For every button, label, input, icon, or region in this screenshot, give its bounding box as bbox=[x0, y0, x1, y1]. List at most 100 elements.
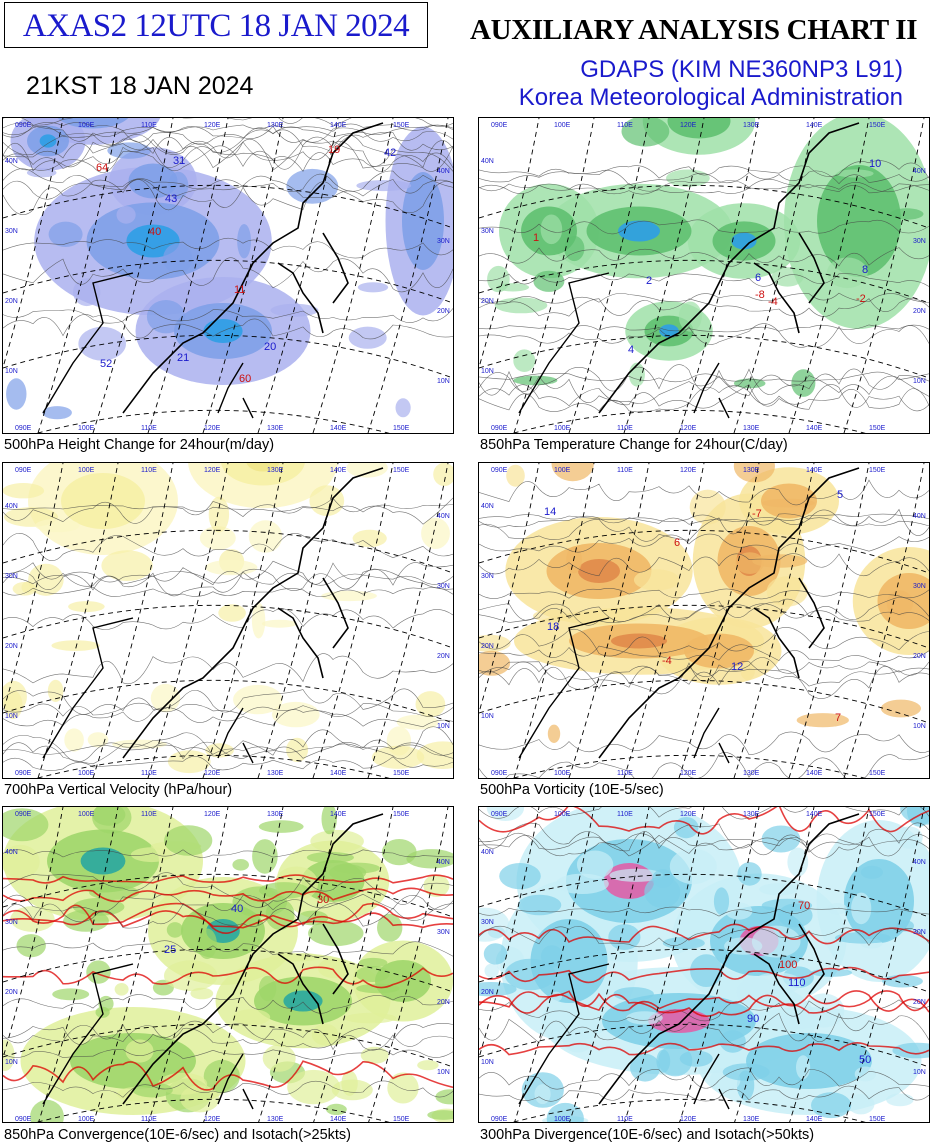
lat-tick-label: 40N bbox=[481, 503, 494, 510]
lat-tick-label: 40N bbox=[481, 849, 494, 856]
lat-tick-label: 30N bbox=[913, 238, 926, 245]
contour-value-label: 40 bbox=[149, 226, 161, 238]
lon-tick-label: 100E bbox=[78, 1116, 95, 1123]
lon-tick-label: 140E bbox=[806, 1116, 823, 1123]
caption-850hpa-temperature-change: 850hPa Temperature Change for 24hour(C/d… bbox=[480, 437, 788, 453]
lat-tick-label: 40N bbox=[913, 859, 926, 866]
lon-tick-label: 110E bbox=[141, 122, 157, 129]
lon-tick-label: 120E bbox=[204, 467, 221, 474]
lon-tick-label: 140E bbox=[806, 811, 823, 818]
contour-value-label: 25 bbox=[164, 944, 176, 956]
contour-value-label: -8 bbox=[755, 289, 765, 301]
contour-value-label: 2 bbox=[646, 275, 652, 287]
contour-value-label: 19 bbox=[328, 144, 340, 156]
lon-tick-label: 150E bbox=[869, 770, 886, 777]
lat-tick-label: 20N bbox=[5, 989, 18, 996]
lon-tick-label: 110E bbox=[617, 1116, 633, 1123]
lon-tick-label: 150E bbox=[393, 467, 410, 474]
lat-tick-label: 40N bbox=[5, 503, 18, 510]
contour-value-label: 30 bbox=[317, 894, 329, 906]
lat-tick-label: 40N bbox=[5, 158, 18, 165]
lon-tick-label: 090E bbox=[15, 1116, 32, 1123]
contour-value-label: -4 bbox=[768, 296, 778, 308]
map-layers bbox=[479, 118, 929, 433]
lon-tick-label: 150E bbox=[869, 122, 886, 129]
lon-tick-label: 100E bbox=[554, 770, 571, 777]
lon-tick-label: 130E bbox=[743, 467, 760, 474]
lat-tick-label: 10N bbox=[5, 368, 18, 375]
lon-tick-label: 090E bbox=[491, 770, 508, 777]
contour-value-label: 64 bbox=[96, 162, 108, 174]
lon-tick-label: 140E bbox=[806, 770, 823, 777]
lon-tick-label: 110E bbox=[617, 425, 633, 432]
lon-tick-label: 120E bbox=[680, 122, 697, 129]
lat-tick-label: 20N bbox=[913, 653, 926, 660]
lon-tick-label: 120E bbox=[680, 425, 697, 432]
lon-tick-label: 140E bbox=[806, 122, 823, 129]
contour-value-label: -7 bbox=[752, 508, 762, 520]
lat-tick-label: 20N bbox=[481, 298, 494, 305]
lon-tick-label: 120E bbox=[204, 811, 221, 818]
lon-tick-label: 090E bbox=[15, 811, 32, 818]
lon-tick-label: 110E bbox=[141, 811, 157, 818]
lat-tick-label: 30N bbox=[5, 919, 18, 926]
lat-tick-label: 10N bbox=[913, 1069, 926, 1076]
lon-tick-label: 150E bbox=[393, 811, 410, 818]
lat-tick-label: 40N bbox=[913, 168, 926, 175]
lat-tick-label: 20N bbox=[481, 989, 494, 996]
lon-tick-label: 130E bbox=[743, 811, 760, 818]
contour-value-label: 1 bbox=[533, 232, 539, 244]
lat-tick-label: 10N bbox=[481, 368, 494, 375]
contour-value-label: 43 bbox=[165, 193, 177, 205]
caption-700hpa-vertical-velocity: 700hPa Vertical Velocity (hPa/hour) bbox=[4, 782, 233, 798]
contour-value-label: 10 bbox=[869, 158, 881, 170]
contour-value-label: -2 bbox=[856, 293, 866, 305]
lon-tick-label: 150E bbox=[869, 467, 886, 474]
contour-value-label: 20 bbox=[264, 341, 276, 353]
lat-tick-label: 20N bbox=[913, 999, 926, 1006]
caption-850hpa-convergence: 850hPa Convergence(10E-6/sec) and Isotac… bbox=[4, 1127, 351, 1143]
map-panel-700hpa-vertical-velocity: 090E 090E 100E 100E 110E 110E 120E 120E 130E 130E… bbox=[2, 462, 454, 779]
lon-tick-label: 100E bbox=[554, 122, 571, 129]
map-layers bbox=[3, 463, 453, 778]
lon-tick-label: 120E bbox=[204, 425, 221, 432]
contour-value-label: 50 bbox=[859, 1054, 871, 1066]
contour-value-label: 6 bbox=[755, 272, 761, 284]
map-panel-500hpa-height-change: 090E 090E 100E 100E 110E 110E 120E 120E 130E 130E… bbox=[2, 117, 454, 434]
lon-tick-label: 090E bbox=[491, 1116, 508, 1123]
contour-value-label: 12 bbox=[731, 661, 743, 673]
map-layers bbox=[479, 807, 929, 1122]
lat-tick-label: 30N bbox=[481, 573, 494, 580]
map-layers bbox=[3, 807, 453, 1122]
lon-tick-label: 090E bbox=[15, 770, 32, 777]
lat-tick-label: 20N bbox=[437, 653, 450, 660]
lon-tick-label: 120E bbox=[204, 122, 221, 129]
lon-tick-label: 110E bbox=[141, 1116, 157, 1123]
lat-tick-label: 10N bbox=[5, 713, 18, 720]
lat-tick-label: 30N bbox=[481, 919, 494, 926]
contour-value-label: 7 bbox=[835, 712, 841, 724]
lon-tick-label: 120E bbox=[204, 770, 221, 777]
lon-tick-label: 090E bbox=[491, 122, 508, 129]
lon-tick-label: 130E bbox=[267, 122, 284, 129]
lon-tick-label: 110E bbox=[617, 122, 633, 129]
contour-value-label: 5 bbox=[837, 489, 843, 501]
lat-tick-label: 30N bbox=[437, 929, 450, 936]
contour-value-label: 42 bbox=[384, 147, 396, 159]
lon-tick-label: 100E bbox=[554, 467, 571, 474]
lon-tick-label: 090E bbox=[491, 425, 508, 432]
lat-tick-label: 10N bbox=[437, 1069, 450, 1076]
lon-tick-label: 140E bbox=[806, 425, 823, 432]
lat-tick-label: 40N bbox=[481, 158, 494, 165]
contour-value-label: 21 bbox=[177, 352, 189, 364]
lon-tick-label: 100E bbox=[554, 425, 571, 432]
map-panel-850hpa-temperature-change: 090E 090E 100E 100E 110E 110E 120E 120E 130E 130E… bbox=[478, 117, 930, 434]
lon-tick-label: 110E bbox=[617, 467, 633, 474]
contour-value-label: 14 bbox=[544, 506, 556, 518]
lat-tick-label: 10N bbox=[437, 378, 450, 385]
contour-value-label: 60 bbox=[239, 373, 251, 385]
lon-tick-label: 110E bbox=[141, 425, 157, 432]
lon-tick-label: 140E bbox=[330, 425, 347, 432]
lon-tick-label: 140E bbox=[330, 770, 347, 777]
lon-tick-label: 150E bbox=[393, 1116, 410, 1123]
